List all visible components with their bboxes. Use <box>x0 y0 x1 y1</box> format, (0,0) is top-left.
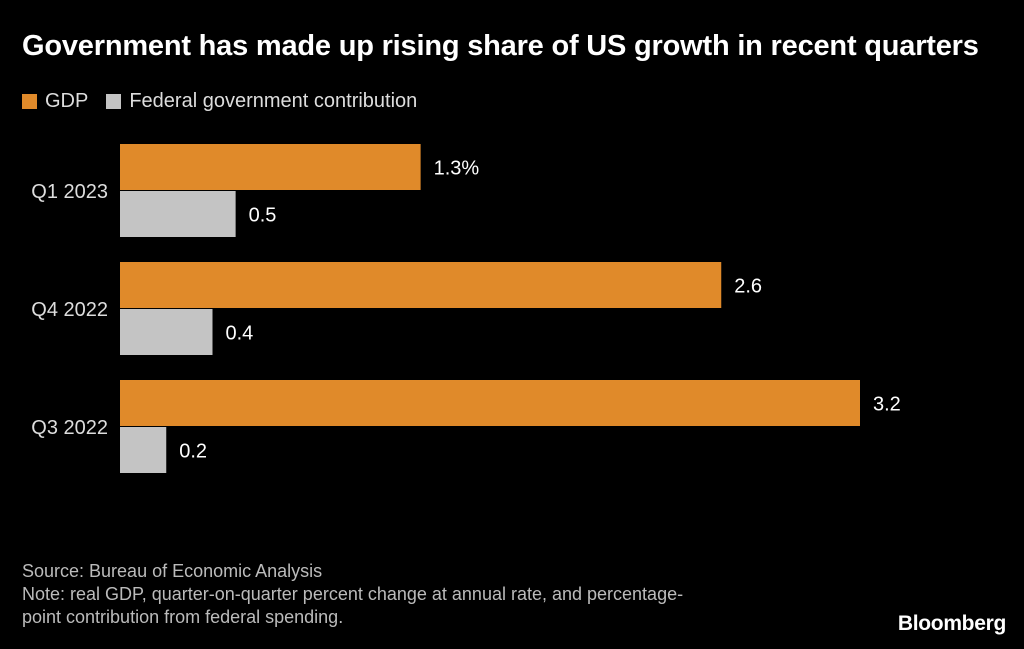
legend-label-federal: Federal government contribution <box>129 90 418 112</box>
note-line-1: Note: real GDP, quarter-on-quarter perce… <box>22 584 684 604</box>
legend-label-gdp: GDP <box>45 90 89 112</box>
bloomberg-logo: Bloomberg <box>897 612 1006 635</box>
federal-bar <box>120 191 236 237</box>
legend: GDP Federal government contribution <box>22 90 435 113</box>
legend-swatch-federal <box>106 94 122 109</box>
category-label: Q4 2022 <box>31 299 108 321</box>
data-label: 0.2 <box>179 441 207 463</box>
legend-item-federal: Federal government contribution <box>106 90 417 113</box>
note-line-2: point contribution from federal spending… <box>22 607 344 627</box>
chart-title: Government has made up rising share of U… <box>22 30 979 62</box>
footer: Source: Bureau of Economic Analysis Note… <box>22 560 683 629</box>
data-label: 3.2 <box>873 394 901 416</box>
data-label: 0.4 <box>226 323 254 345</box>
data-label: 1.3% <box>434 158 480 180</box>
federal-bar <box>120 309 213 355</box>
source-text: Source: Bureau of Economic Analysis <box>22 561 323 581</box>
gdp-bar <box>120 380 860 426</box>
gdp-bar <box>120 144 421 190</box>
data-label: 0.5 <box>249 205 277 227</box>
legend-swatch-gdp <box>22 94 37 109</box>
legend-item-gdp: GDP <box>22 90 88 113</box>
category-label: Q1 2023 <box>31 181 108 203</box>
category-label: Q3 2022 <box>31 417 108 439</box>
data-label: 2.6 <box>734 276 762 298</box>
gdp-bar <box>120 262 722 308</box>
federal-bar <box>120 427 167 473</box>
